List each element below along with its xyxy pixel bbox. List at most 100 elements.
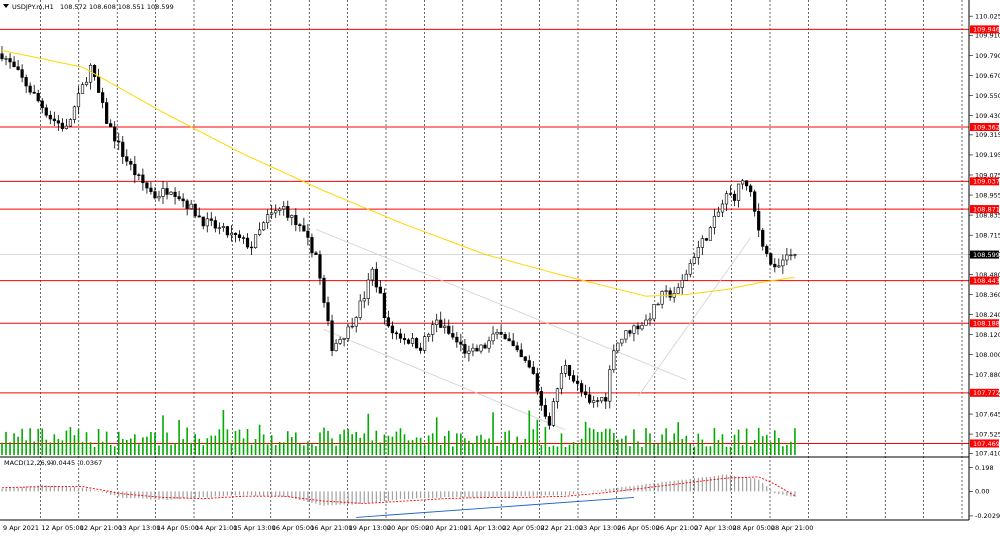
candle-body — [543, 405, 547, 417]
candle-body — [431, 324, 435, 335]
level-label-box — [970, 276, 999, 285]
candle-body — [704, 238, 708, 241]
candle-body — [753, 191, 757, 212]
candle-body — [125, 156, 129, 162]
collapse-arrow-icon[interactable] — [3, 4, 9, 8]
candle-body — [511, 340, 515, 347]
time-tick-label: 27 Apr 13:00 — [694, 524, 736, 532]
time-tick-label: 26 Apr 05:00 — [617, 524, 659, 532]
candle-body — [628, 330, 632, 334]
time-tick-label: 22 Apr 21:00 — [541, 524, 583, 532]
candle-body — [358, 300, 362, 318]
time-tick-label: 13 Apr 13:00 — [118, 524, 160, 532]
macd-trend-line — [356, 496, 634, 518]
price-tick-label: 107.645 — [975, 410, 1000, 418]
candle-body — [559, 373, 564, 390]
candle-body — [282, 206, 286, 210]
chart-ohlc-values: 108.572 108.608 108.551 108.599 — [60, 3, 174, 11]
candle-body — [728, 193, 733, 195]
candle-body — [700, 238, 704, 248]
candle-body — [346, 326, 350, 339]
candle-body — [378, 286, 382, 294]
time-tick-label: 28 Apr 05:00 — [733, 524, 775, 532]
candle-body — [225, 226, 230, 236]
candle-body — [720, 203, 725, 213]
candle-body — [60, 122, 64, 129]
candle-body — [229, 232, 234, 236]
level-label-box — [970, 205, 999, 214]
time-tick-label: 14 Apr 05:00 — [157, 524, 199, 532]
candle-body — [266, 214, 270, 224]
candle-body — [0, 53, 4, 60]
macd-tick-label: 0.00 — [975, 488, 989, 496]
candle-body — [745, 180, 749, 187]
level-label-box — [970, 25, 999, 34]
candle-body — [185, 200, 189, 209]
candle-body — [712, 215, 717, 228]
candle-body — [165, 188, 169, 195]
candle-body — [773, 263, 777, 268]
macd-signal-line — [1, 476, 796, 504]
time-tick-label: 26 Apr 21:00 — [656, 524, 698, 532]
candle-body — [664, 290, 668, 292]
candle-body — [483, 344, 487, 349]
candle-body — [24, 77, 28, 87]
candle-body — [624, 330, 628, 340]
candle-body — [656, 303, 660, 306]
candle-body — [245, 237, 250, 248]
candle-body — [600, 397, 604, 402]
candle-body — [28, 85, 32, 93]
candle-body — [157, 196, 161, 199]
candle-body — [84, 81, 89, 85]
price-tick-label: 109.790 — [975, 52, 1000, 60]
candle-body — [527, 360, 531, 368]
candle-body — [113, 126, 117, 142]
candle-body — [507, 338, 511, 342]
candle-body — [439, 319, 443, 328]
candle-body — [306, 230, 310, 238]
candle-body — [145, 182, 149, 189]
candle-body — [592, 400, 596, 403]
candle-body — [278, 208, 282, 211]
macd-values: -0.0445 -0.0367 — [50, 459, 102, 467]
candle-body — [16, 66, 20, 70]
level-label-text: 108.871 — [973, 205, 1000, 213]
price-axis: 110.025 109.910 109.790 109.670 109.550 109.4… — [969, 12, 1000, 458]
candle-body — [221, 226, 225, 228]
time-tick-label: 19 Apr 13:00 — [349, 524, 391, 532]
candle-body — [785, 254, 789, 261]
candle-body — [761, 229, 765, 247]
candle-body — [769, 253, 773, 265]
candle-body — [660, 291, 664, 305]
candle-body — [455, 336, 459, 343]
candle-body — [608, 369, 612, 402]
level-label-box — [970, 388, 999, 397]
candle-body — [213, 220, 217, 229]
candle-body — [310, 237, 314, 254]
candle-body — [137, 174, 141, 176]
candle-body — [648, 318, 652, 321]
candle-body — [575, 380, 580, 384]
candle-body — [555, 388, 560, 402]
candle-body — [781, 259, 785, 267]
candle-body — [193, 203, 197, 217]
price-tick-label: 110.025 — [975, 12, 1000, 20]
candle-body — [410, 338, 415, 344]
candle-body — [451, 333, 455, 338]
candle-body — [40, 100, 44, 109]
time-tick-label: 16 Apr 05:00 — [272, 524, 314, 532]
price-tick-label: 108.715 — [975, 231, 1000, 239]
candle-body — [749, 185, 753, 193]
channel-line-lower — [323, 329, 566, 431]
candle-body — [495, 332, 499, 335]
candle-body — [338, 339, 342, 344]
candle-body — [101, 92, 105, 103]
chart-symbol-title: USDJPY.m,H1 — [12, 3, 54, 11]
price-tick-label: 109.550 — [975, 92, 1000, 100]
candle-body — [696, 247, 700, 258]
candle-body — [88, 64, 93, 83]
candle-body — [173, 191, 177, 197]
price-tick-label: 109.670 — [975, 72, 1000, 80]
